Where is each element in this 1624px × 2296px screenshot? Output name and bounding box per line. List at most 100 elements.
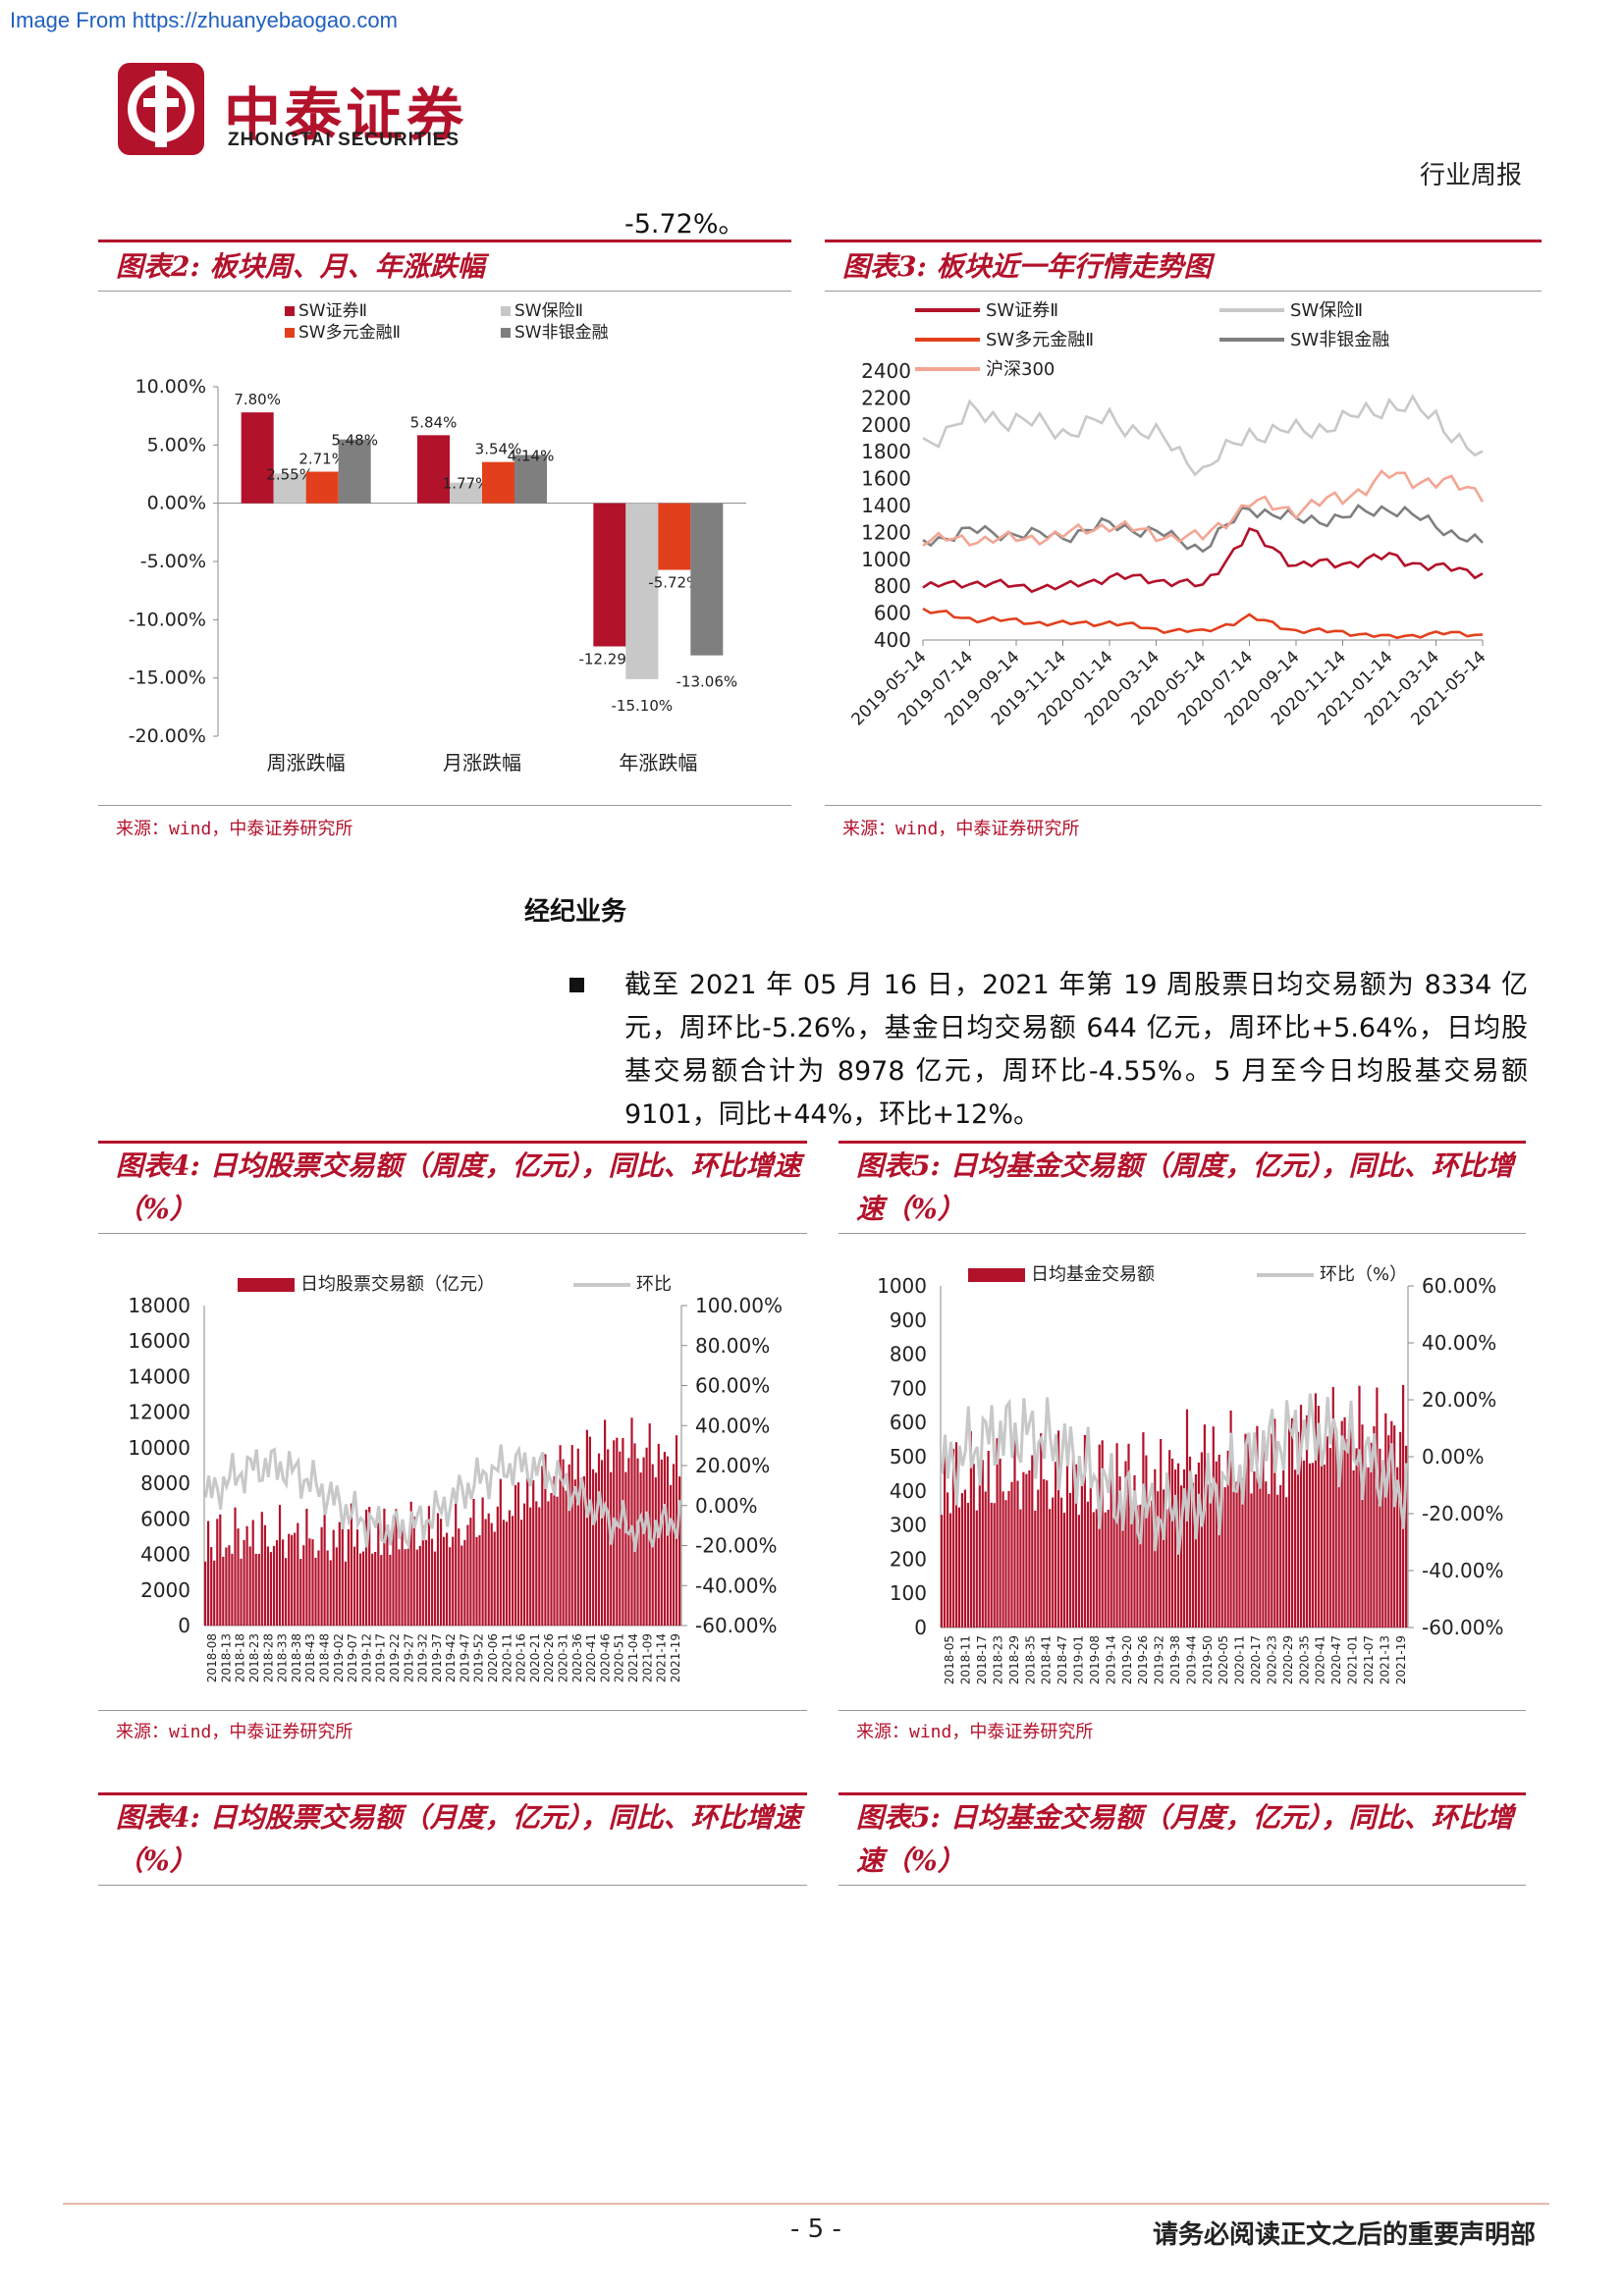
fig4-bar	[248, 1546, 251, 1626]
fig3-y-tick-label: 1600	[861, 467, 911, 491]
fig5-bar	[981, 1460, 984, 1628]
fig4-bar	[377, 1522, 380, 1626]
fig5-bar	[1311, 1463, 1314, 1628]
fig5-bar	[1396, 1467, 1399, 1628]
fig4-bar	[219, 1514, 222, 1626]
fig5-y-right-tick-label: -20.00%	[1422, 1502, 1503, 1525]
fig5-bar	[1212, 1426, 1215, 1628]
fig2-data-label: 5.48%	[331, 432, 378, 450]
fig4-bar	[449, 1547, 452, 1626]
fig5-bar	[944, 1452, 947, 1628]
fig4-x-tick-label: 2019-07	[346, 1633, 359, 1682]
fig4-bar	[392, 1520, 395, 1626]
fig4-x-tick-label: 2019-17	[374, 1633, 388, 1682]
fig4-bar	[338, 1522, 341, 1626]
fig3-y-tick-label: 600	[874, 602, 911, 625]
footer-disclaimer: 请务必阅读正文之后的重要声明部	[1152, 2220, 1536, 2250]
fig4-x-tick-label: 2020-36	[570, 1633, 584, 1682]
fig5-bar	[1373, 1426, 1376, 1628]
fig4-bar	[579, 1477, 582, 1626]
fig5-bar	[1110, 1465, 1112, 1628]
fig5-bar	[1145, 1455, 1148, 1628]
fig2-top-rule	[98, 240, 791, 242]
fig4-bar	[294, 1532, 297, 1626]
fig3-y-tick-label: 2200	[861, 386, 911, 409]
fig5-line	[941, 1393, 1408, 1555]
fig2-data-label: 5.84%	[410, 413, 458, 431]
fig4-bar	[616, 1437, 619, 1626]
fig4-x-tick-label: 2021-09	[640, 1633, 654, 1682]
fig5-bar	[1271, 1433, 1273, 1628]
fig5-y-left-tick-label: 1000	[877, 1274, 927, 1298]
fig4-bar	[559, 1445, 562, 1626]
fig5-bar	[1188, 1456, 1192, 1628]
fig5-x-tick-label: 2019-50	[1201, 1635, 1215, 1684]
fig3-title-rule	[825, 291, 1542, 292]
fig5-bar	[951, 1449, 955, 1628]
fig5-bar	[1010, 1481, 1013, 1628]
fig3-legend-label: SW非银金融	[1290, 330, 1389, 350]
fig5-bar	[1259, 1484, 1262, 1628]
fig4-bar	[627, 1458, 630, 1626]
fig5-bar	[1080, 1474, 1083, 1628]
fig4-y-right-tick-label: -60.00%	[695, 1614, 777, 1637]
fig2-x-tick-label: 月涨跌幅	[443, 751, 521, 774]
fig4-x-tick-label: 2019-12	[359, 1633, 373, 1682]
fig5-bar	[1089, 1474, 1092, 1628]
fig2-legend-label: SW保险Ⅱ	[514, 301, 583, 321]
fig4-bar	[607, 1449, 610, 1626]
fig5-bar	[1334, 1433, 1337, 1628]
fig4-bar	[389, 1554, 392, 1626]
fig4-bar	[562, 1459, 565, 1626]
fig3-y-tick-label: 2400	[861, 359, 911, 383]
fig4-y-right-tick-label: 0.00%	[695, 1494, 758, 1518]
fig5-bar	[1160, 1439, 1163, 1628]
fig5-bar	[1376, 1387, 1379, 1628]
fig5-title: 图表5: 日均基金交易额（周度，亿元），同比、环比增速（%）	[856, 1149, 1514, 1225]
fig3-bottom-rule	[825, 805, 1542, 806]
fig2-data-label: 2.55%	[266, 465, 313, 483]
fig5-y-left-tick-label: 0	[914, 1616, 927, 1639]
fig4-bar	[535, 1501, 538, 1626]
fig5-source: 来源：wind，中泰证券研究所	[856, 1722, 1094, 1742]
logo-english-name: ZHONGTAI SECURITIES	[228, 130, 460, 150]
fig5-y-left-tick-label: 400	[890, 1479, 927, 1503]
fig4-bar	[440, 1519, 443, 1626]
fig5-y-right-tick-label: 0.00%	[1422, 1445, 1485, 1468]
fig4-bar	[317, 1550, 320, 1626]
fig4-bar	[436, 1513, 440, 1626]
fig4-x-tick-label: 2019-47	[458, 1633, 471, 1682]
fig4-y-right-tick-label: 60.00%	[695, 1374, 770, 1398]
fig4-bar	[553, 1476, 556, 1626]
fig4-bar	[237, 1528, 240, 1626]
fig5-bar	[969, 1431, 972, 1628]
fig4-bar	[427, 1506, 430, 1626]
fig5-bar	[987, 1451, 990, 1628]
fig5-x-tick-label: 2021-19	[1394, 1635, 1408, 1684]
fig4-y-left-tick-label: 0	[178, 1614, 190, 1637]
fig5-bar	[1191, 1482, 1195, 1628]
fig4-bar	[505, 1522, 508, 1626]
fig4-title: 图表4: 日均股票交易额（周度，亿元），同比、环比增速（%）	[116, 1149, 801, 1225]
logo-chinese-name: 中泰证券	[224, 81, 468, 148]
fig5-plot: 日均基金交易额 环比（%）1000900800700600500400300200…	[877, 1264, 1503, 1684]
fig5-bar	[1256, 1425, 1259, 1628]
fig2-bottom-rule	[98, 805, 791, 806]
fig5-x-tick-label: 2021-07	[1362, 1635, 1376, 1684]
fig4-bar	[288, 1533, 291, 1626]
fig5-x-tick-label: 2019-26	[1136, 1635, 1150, 1684]
fig4-bar	[654, 1477, 657, 1626]
fig4-bar	[585, 1429, 588, 1626]
fig5-bar	[1390, 1420, 1393, 1628]
fig4-bar	[355, 1529, 359, 1626]
fig4-bar	[409, 1501, 412, 1626]
fig5-bar	[978, 1481, 981, 1628]
fig5-bar	[1194, 1473, 1197, 1628]
fig5-x-tick-label: 2018-17	[975, 1635, 989, 1684]
fig5-bar	[1326, 1436, 1328, 1628]
fig4-bar	[669, 1484, 673, 1626]
fig5-bar	[1294, 1469, 1297, 1628]
fig4-bar	[594, 1472, 598, 1626]
fig2-title: 图表2: 板块周、月、年涨跌幅	[116, 250, 485, 283]
